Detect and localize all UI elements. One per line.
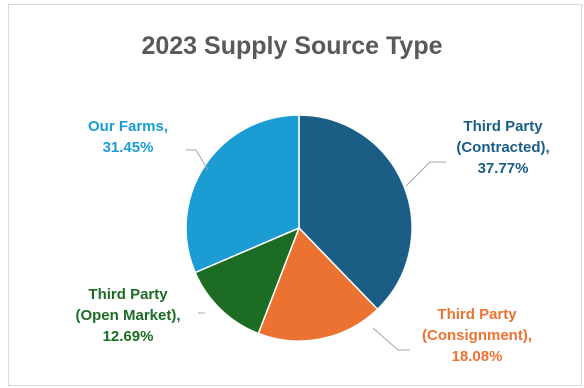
leader-line-third-party-contracted (405, 161, 446, 187)
data-label-third-party-open-market: Third Party (Open Market), 12.69% (75, 286, 180, 345)
leader-line-third-party-consignment (372, 327, 410, 351)
data-label-third-party-consignment: Third Party (Consignment), 18.08% (422, 306, 532, 365)
data-label-third-party-contracted: Third Party (Contracted), 37.77% (456, 118, 549, 177)
chart-title: 2023 Supply Source Type (141, 32, 443, 60)
pie-slice-our-farms (185, 114, 300, 274)
data-label-our-farms: Our Farms, 31.45% (88, 118, 168, 156)
pie-slice-third-party-open-market (194, 226, 301, 335)
leader-line-our-farms (186, 149, 209, 171)
pie-slice-third-party-contracted (298, 114, 413, 311)
